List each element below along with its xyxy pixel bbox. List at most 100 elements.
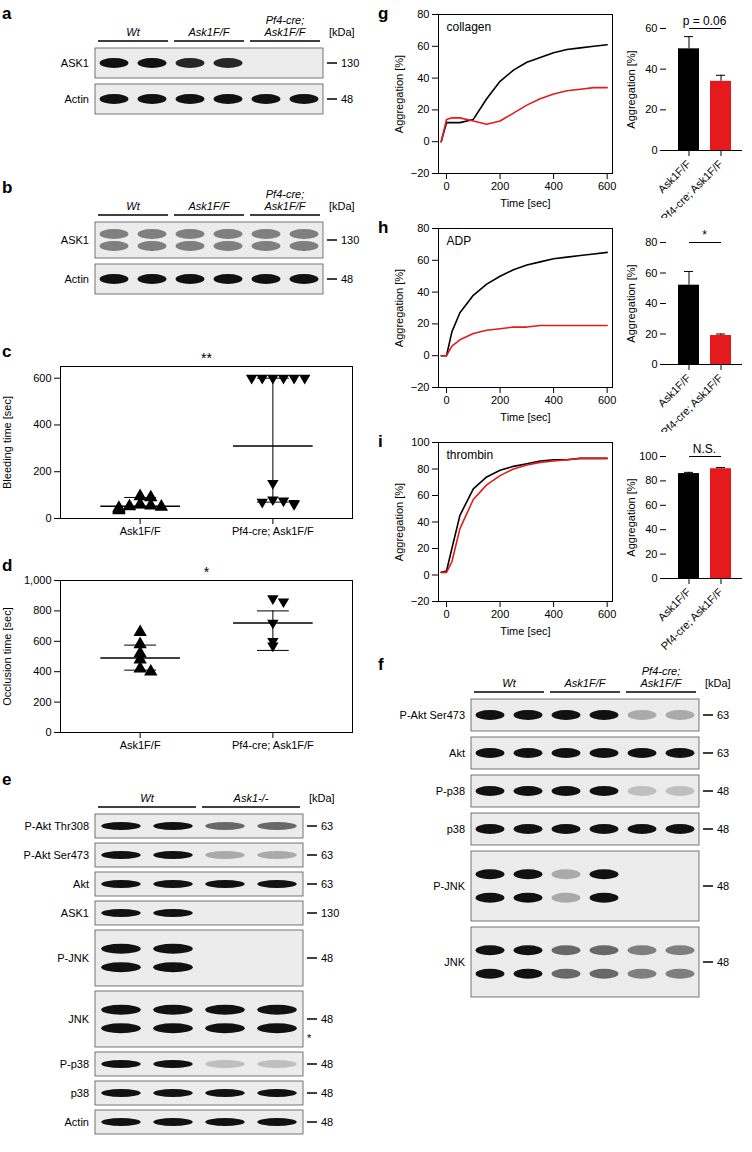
svg-text:**: ** xyxy=(201,350,212,366)
svg-text:Aggregation [%]: Aggregation [%] xyxy=(393,483,405,561)
svg-text:130: 130 xyxy=(341,57,359,69)
svg-text:60: 60 xyxy=(417,40,429,52)
svg-text:Ask1F/F: Ask1F/F xyxy=(120,739,161,751)
svg-text:thrombin: thrombin xyxy=(447,448,494,462)
svg-text:p = 0.06: p = 0.06 xyxy=(683,14,727,28)
svg-text:80: 80 xyxy=(645,474,657,486)
svg-text:48: 48 xyxy=(341,93,353,105)
svg-text:100: 100 xyxy=(639,450,657,462)
svg-text:63: 63 xyxy=(717,709,729,721)
svg-text:80: 80 xyxy=(417,8,429,20)
svg-text:0: 0 xyxy=(45,512,51,524)
svg-text:400: 400 xyxy=(544,608,562,620)
svg-text:p38: p38 xyxy=(71,1087,89,1099)
svg-text:Occlusion time [sec]: Occlusion time [sec] xyxy=(1,607,13,705)
svg-text:60: 60 xyxy=(417,489,429,501)
svg-text:P-Akt Ser473: P-Akt Ser473 xyxy=(400,709,465,721)
svg-text:130: 130 xyxy=(341,234,359,246)
svg-text:40: 40 xyxy=(417,286,429,298)
svg-text:Actin: Actin xyxy=(65,273,89,285)
svg-text:48: 48 xyxy=(321,1013,333,1025)
svg-text:Aggregation [%]: Aggregation [%] xyxy=(393,55,405,133)
svg-text:200: 200 xyxy=(33,696,51,708)
svg-text:48: 48 xyxy=(717,785,729,797)
svg-text:*: * xyxy=(702,228,707,242)
svg-text:600: 600 xyxy=(598,180,616,192)
svg-text:40: 40 xyxy=(417,516,429,528)
svg-text:20: 20 xyxy=(417,317,429,329)
svg-text:80: 80 xyxy=(417,222,429,234)
svg-text:Pf4-cre; Ask1F/F: Pf4-cre; Ask1F/F xyxy=(658,372,725,439)
svg-text:Aggregation [%]: Aggregation [%] xyxy=(625,264,637,342)
svg-text:Pf4-cre;Ask1F/F: Pf4-cre;Ask1F/F xyxy=(264,14,307,38)
svg-text:20: 20 xyxy=(417,542,429,554)
svg-text:48: 48 xyxy=(717,880,729,892)
svg-text:Ask1-/-: Ask1-/- xyxy=(233,792,269,804)
svg-text:Ask1F/F: Ask1F/F xyxy=(188,200,231,212)
svg-text:0: 0 xyxy=(651,358,657,370)
svg-text:P-JNK: P-JNK xyxy=(57,952,89,964)
svg-text:Akt: Akt xyxy=(73,878,89,890)
svg-text:0: 0 xyxy=(423,569,429,581)
svg-text:600: 600 xyxy=(33,635,51,647)
svg-text:Pf4-cre; Ask1F/F: Pf4-cre; Ask1F/F xyxy=(232,525,314,537)
svg-text:48: 48 xyxy=(321,1116,333,1128)
svg-text:JNK: JNK xyxy=(444,956,465,968)
svg-text:p38: p38 xyxy=(447,823,465,835)
svg-text:[kDa]: [kDa] xyxy=(309,792,335,804)
svg-text:200: 200 xyxy=(491,608,509,620)
svg-text:Actin: Actin xyxy=(65,1116,89,1128)
svg-text:20: 20 xyxy=(645,548,657,560)
svg-text:0: 0 xyxy=(45,726,51,738)
svg-text:60: 60 xyxy=(417,254,429,266)
svg-text:0: 0 xyxy=(651,144,657,156)
svg-text:600: 600 xyxy=(598,608,616,620)
svg-text:1,000: 1,000 xyxy=(24,574,52,586)
svg-text:60: 60 xyxy=(645,267,657,279)
svg-text:48: 48 xyxy=(717,823,729,835)
svg-text:JNK: JNK xyxy=(68,1013,89,1025)
svg-text:20: 20 xyxy=(645,103,657,115)
svg-text:0: 0 xyxy=(423,135,429,147)
svg-text:400: 400 xyxy=(33,665,51,677)
svg-text:ASK1: ASK1 xyxy=(61,234,89,246)
svg-text:60: 60 xyxy=(645,499,657,511)
svg-text:ADP: ADP xyxy=(447,234,472,248)
svg-text:200: 200 xyxy=(33,465,51,477)
svg-text:400: 400 xyxy=(544,394,562,406)
svg-text:0: 0 xyxy=(651,572,657,584)
svg-text:Ask1F/F: Ask1F/F xyxy=(564,677,607,689)
svg-text:Aggregation [%]: Aggregation [%] xyxy=(625,50,637,128)
svg-text:0: 0 xyxy=(443,180,449,192)
svg-text:−20: −20 xyxy=(411,381,430,393)
svg-text:130: 130 xyxy=(321,907,339,919)
svg-text:200: 200 xyxy=(491,394,509,406)
svg-text:48: 48 xyxy=(321,952,333,964)
svg-text:80: 80 xyxy=(645,236,657,248)
svg-text:40: 40 xyxy=(645,523,657,535)
svg-text:20: 20 xyxy=(417,103,429,115)
svg-text:P-Akt Thr308: P-Akt Thr308 xyxy=(24,820,89,832)
svg-text:0: 0 xyxy=(423,349,429,361)
svg-text:[kDa]: [kDa] xyxy=(329,200,355,212)
svg-text:20: 20 xyxy=(645,328,657,340)
svg-text:Time [sec]: Time [sec] xyxy=(500,197,550,209)
svg-text:P-p38: P-p38 xyxy=(60,1058,89,1070)
svg-text:[kDa]: [kDa] xyxy=(329,26,355,38)
svg-text:Aggregation [%]: Aggregation [%] xyxy=(393,269,405,347)
svg-text:48: 48 xyxy=(321,1058,333,1070)
svg-text:48: 48 xyxy=(341,273,353,285)
svg-text:collagen: collagen xyxy=(447,20,492,34)
svg-text:P-Akt Ser473: P-Akt Ser473 xyxy=(24,849,89,861)
svg-text:Wt: Wt xyxy=(140,792,154,804)
svg-text:Actin: Actin xyxy=(65,93,89,105)
svg-text:*: * xyxy=(307,1032,312,1044)
svg-text:60: 60 xyxy=(645,22,657,34)
svg-text:[kDa]: [kDa] xyxy=(705,677,731,689)
svg-text:63: 63 xyxy=(321,849,333,861)
svg-text:600: 600 xyxy=(33,372,51,384)
svg-text:Pf4-cre;Ask1F/F: Pf4-cre;Ask1F/F xyxy=(640,665,683,689)
svg-text:40: 40 xyxy=(645,63,657,75)
svg-text:800: 800 xyxy=(33,604,51,616)
svg-text:Time [sec]: Time [sec] xyxy=(500,625,550,637)
